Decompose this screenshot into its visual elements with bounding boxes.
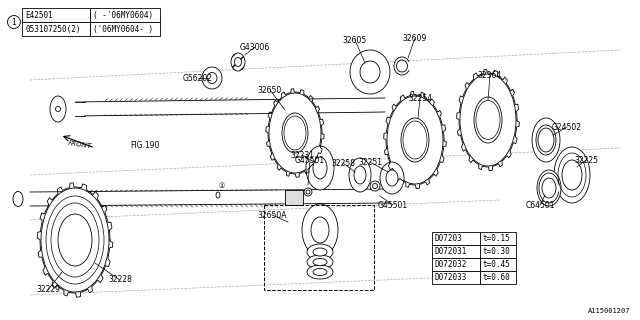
Bar (432, 232, 480, 245)
Text: 32225: 32225 (574, 156, 598, 164)
Text: 1: 1 (12, 18, 17, 27)
Ellipse shape (311, 217, 329, 243)
Ellipse shape (307, 265, 333, 279)
Text: t=0.60: t=0.60 (482, 273, 509, 282)
Text: FIG.190: FIG.190 (130, 141, 159, 150)
Text: 32231: 32231 (290, 150, 314, 159)
Polygon shape (73, 102, 83, 116)
Ellipse shape (307, 255, 333, 269)
Polygon shape (30, 189, 390, 206)
Ellipse shape (370, 181, 380, 191)
Bar (480, 232, 516, 245)
Ellipse shape (307, 244, 333, 260)
Polygon shape (75, 98, 385, 116)
Text: t=0.45: t=0.45 (482, 260, 509, 269)
Text: 32258: 32258 (331, 158, 355, 167)
Text: D072033: D072033 (434, 273, 467, 282)
Ellipse shape (542, 178, 556, 198)
Text: 32251: 32251 (358, 157, 382, 166)
Ellipse shape (372, 183, 378, 188)
Ellipse shape (304, 188, 312, 196)
Ellipse shape (216, 192, 220, 198)
Text: G45501: G45501 (378, 201, 408, 210)
Ellipse shape (58, 214, 92, 266)
Ellipse shape (302, 204, 338, 256)
Ellipse shape (401, 118, 429, 162)
Text: ( -'06MY0604): ( -'06MY0604) (93, 11, 153, 20)
Ellipse shape (562, 160, 582, 190)
Ellipse shape (306, 146, 334, 190)
Bar (480, 245, 516, 258)
Text: ('06MY0604- ): ('06MY0604- ) (93, 25, 153, 34)
Text: 32609: 32609 (403, 34, 427, 43)
Text: A115001207: A115001207 (588, 308, 630, 314)
Bar (22, 8, 90, 22)
Text: D072032: D072032 (434, 260, 467, 269)
Bar (432, 245, 480, 258)
Bar (432, 271, 480, 284)
Ellipse shape (313, 268, 327, 276)
Bar (264, 205, 374, 290)
Text: 32228: 32228 (108, 276, 132, 284)
Text: G43006: G43006 (240, 43, 270, 52)
Ellipse shape (234, 58, 241, 67)
Text: 32254: 32254 (408, 93, 432, 102)
Text: E42501: E42501 (25, 11, 52, 20)
Text: 32364: 32364 (478, 70, 502, 79)
Bar (285, 190, 303, 205)
Text: 32650A: 32650A (257, 211, 287, 220)
Bar (22, 22, 90, 36)
Text: 053107250(2): 053107250(2) (25, 25, 81, 34)
Ellipse shape (537, 170, 561, 206)
Ellipse shape (460, 74, 516, 166)
Ellipse shape (313, 157, 327, 179)
Ellipse shape (56, 107, 61, 111)
Ellipse shape (13, 191, 23, 206)
Bar (480, 271, 516, 284)
Text: G45501: G45501 (295, 156, 325, 164)
Ellipse shape (554, 147, 590, 203)
Bar (90, 8, 160, 22)
Text: C64501: C64501 (525, 201, 555, 210)
Text: 32650: 32650 (258, 85, 282, 94)
Ellipse shape (386, 170, 398, 186)
Ellipse shape (313, 248, 327, 256)
Ellipse shape (313, 259, 327, 266)
Text: t=0.15: t=0.15 (482, 234, 509, 243)
Ellipse shape (538, 128, 554, 152)
Ellipse shape (532, 118, 560, 162)
Ellipse shape (387, 96, 443, 184)
Ellipse shape (380, 162, 404, 194)
Text: 32605: 32605 (343, 36, 367, 44)
Ellipse shape (360, 61, 380, 83)
Text: G56202: G56202 (183, 74, 213, 83)
Text: t=0.30: t=0.30 (482, 247, 509, 256)
Text: ①: ① (219, 183, 225, 189)
Bar (90, 22, 160, 36)
Ellipse shape (349, 158, 371, 192)
Text: D07203: D07203 (434, 234, 461, 243)
Bar (480, 258, 516, 271)
Ellipse shape (231, 53, 245, 71)
Ellipse shape (306, 190, 310, 194)
Text: D072031: D072031 (434, 247, 467, 256)
Bar (432, 258, 480, 271)
Ellipse shape (207, 73, 217, 84)
Text: FRONT: FRONT (68, 140, 92, 149)
Ellipse shape (474, 97, 502, 143)
Ellipse shape (202, 67, 222, 89)
Text: G24502: G24502 (552, 123, 582, 132)
Ellipse shape (282, 113, 308, 153)
Ellipse shape (269, 93, 321, 173)
Text: 32229: 32229 (36, 285, 60, 294)
Ellipse shape (350, 50, 390, 94)
Ellipse shape (41, 188, 109, 292)
Ellipse shape (50, 96, 66, 122)
Ellipse shape (354, 166, 366, 184)
